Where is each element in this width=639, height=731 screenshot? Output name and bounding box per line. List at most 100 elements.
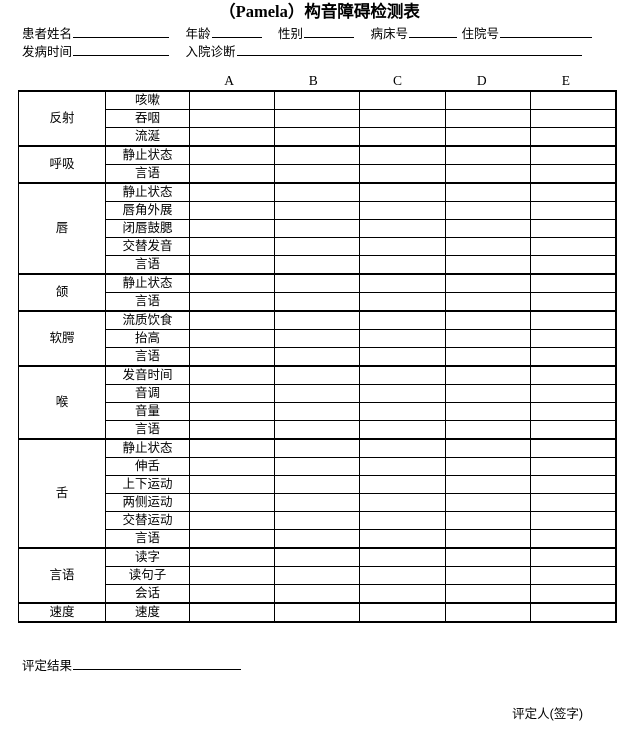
score-cell-a[interactable] — [188, 365, 276, 385]
score-cell-a[interactable] — [188, 182, 276, 202]
field-sex[interactable] — [304, 25, 355, 38]
score-cell-d[interactable] — [444, 182, 531, 202]
score-cell-b[interactable] — [274, 602, 361, 623]
score-cell-e[interactable] — [529, 402, 617, 421]
score-cell-e[interactable] — [529, 475, 617, 494]
score-cell-d[interactable] — [444, 493, 531, 512]
score-cell-b[interactable] — [274, 347, 361, 367]
field-admission-number[interactable] — [500, 25, 593, 38]
score-cell-b[interactable] — [274, 90, 361, 110]
score-cell-c[interactable] — [359, 566, 446, 585]
score-cell-c[interactable] — [359, 493, 446, 512]
score-cell-c[interactable] — [359, 292, 446, 312]
score-cell-e[interactable] — [529, 255, 617, 275]
score-cell-d[interactable] — [444, 255, 531, 275]
score-cell-b[interactable] — [274, 292, 361, 312]
score-cell-e[interactable] — [529, 273, 617, 293]
score-cell-a[interactable] — [188, 310, 276, 330]
score-cell-a[interactable] — [188, 420, 276, 440]
score-cell-a[interactable] — [188, 109, 276, 128]
score-cell-d[interactable] — [444, 475, 531, 494]
score-cell-b[interactable] — [274, 237, 361, 256]
score-cell-e[interactable] — [529, 347, 617, 367]
score-cell-e[interactable] — [529, 127, 617, 147]
score-cell-e[interactable] — [529, 420, 617, 440]
score-cell-c[interactable] — [359, 475, 446, 494]
score-cell-d[interactable] — [444, 438, 531, 458]
score-cell-c[interactable] — [359, 109, 446, 128]
score-cell-d[interactable] — [444, 127, 531, 147]
score-cell-d[interactable] — [444, 310, 531, 330]
score-cell-d[interactable] — [444, 365, 531, 385]
score-cell-b[interactable] — [274, 402, 361, 421]
score-cell-e[interactable] — [529, 219, 617, 238]
score-cell-a[interactable] — [188, 292, 276, 312]
score-cell-a[interactable] — [188, 329, 276, 348]
score-cell-d[interactable] — [444, 402, 531, 421]
score-cell-c[interactable] — [359, 438, 446, 458]
score-cell-a[interactable] — [188, 164, 276, 184]
score-cell-a[interactable] — [188, 127, 276, 147]
score-cell-b[interactable] — [274, 310, 361, 330]
score-cell-b[interactable] — [274, 511, 361, 530]
score-cell-c[interactable] — [359, 255, 446, 275]
field-onset-time[interactable] — [73, 43, 170, 56]
score-cell-a[interactable] — [188, 145, 276, 165]
score-cell-d[interactable] — [444, 511, 531, 530]
score-cell-c[interactable] — [359, 273, 446, 293]
score-cell-d[interactable] — [444, 273, 531, 293]
score-cell-a[interactable] — [188, 347, 276, 367]
score-cell-a[interactable] — [188, 90, 276, 110]
score-cell-b[interactable] — [274, 566, 361, 585]
score-cell-a[interactable] — [188, 273, 276, 293]
score-cell-c[interactable] — [359, 420, 446, 440]
score-cell-a[interactable] — [188, 566, 276, 585]
score-cell-c[interactable] — [359, 201, 446, 220]
score-cell-b[interactable] — [274, 384, 361, 403]
score-cell-e[interactable] — [529, 511, 617, 530]
score-cell-e[interactable] — [529, 310, 617, 330]
score-cell-c[interactable] — [359, 182, 446, 202]
score-cell-a[interactable] — [188, 529, 276, 549]
score-cell-e[interactable] — [529, 237, 617, 256]
score-cell-b[interactable] — [274, 329, 361, 348]
score-cell-c[interactable] — [359, 347, 446, 367]
score-cell-c[interactable] — [359, 584, 446, 604]
score-cell-e[interactable] — [529, 182, 617, 202]
score-cell-c[interactable] — [359, 457, 446, 476]
field-admission-diagnosis[interactable] — [236, 43, 582, 56]
score-cell-c[interactable] — [359, 511, 446, 530]
score-cell-a[interactable] — [188, 438, 276, 458]
score-cell-c[interactable] — [359, 90, 446, 110]
score-cell-e[interactable] — [529, 201, 617, 220]
score-cell-d[interactable] — [444, 529, 531, 549]
score-cell-b[interactable] — [274, 584, 361, 604]
score-cell-c[interactable] — [359, 402, 446, 421]
score-cell-e[interactable] — [529, 547, 617, 567]
score-cell-a[interactable] — [188, 547, 276, 567]
score-cell-b[interactable] — [274, 145, 361, 165]
score-cell-c[interactable] — [359, 145, 446, 165]
score-cell-d[interactable] — [444, 145, 531, 165]
score-cell-c[interactable] — [359, 529, 446, 549]
score-cell-e[interactable] — [529, 164, 617, 184]
score-cell-a[interactable] — [188, 255, 276, 275]
score-cell-c[interactable] — [359, 219, 446, 238]
score-cell-d[interactable] — [444, 292, 531, 312]
score-cell-c[interactable] — [359, 384, 446, 403]
score-cell-a[interactable] — [188, 602, 276, 623]
score-cell-c[interactable] — [359, 365, 446, 385]
score-cell-c[interactable] — [359, 310, 446, 330]
score-cell-e[interactable] — [529, 566, 617, 585]
score-cell-e[interactable] — [529, 493, 617, 512]
field-patient-name[interactable] — [73, 25, 170, 38]
score-cell-b[interactable] — [274, 127, 361, 147]
score-cell-a[interactable] — [188, 493, 276, 512]
score-cell-d[interactable] — [444, 219, 531, 238]
score-cell-b[interactable] — [274, 529, 361, 549]
score-cell-b[interactable] — [274, 365, 361, 385]
score-cell-e[interactable] — [529, 384, 617, 403]
score-cell-c[interactable] — [359, 127, 446, 147]
score-cell-e[interactable] — [529, 365, 617, 385]
score-cell-a[interactable] — [188, 237, 276, 256]
